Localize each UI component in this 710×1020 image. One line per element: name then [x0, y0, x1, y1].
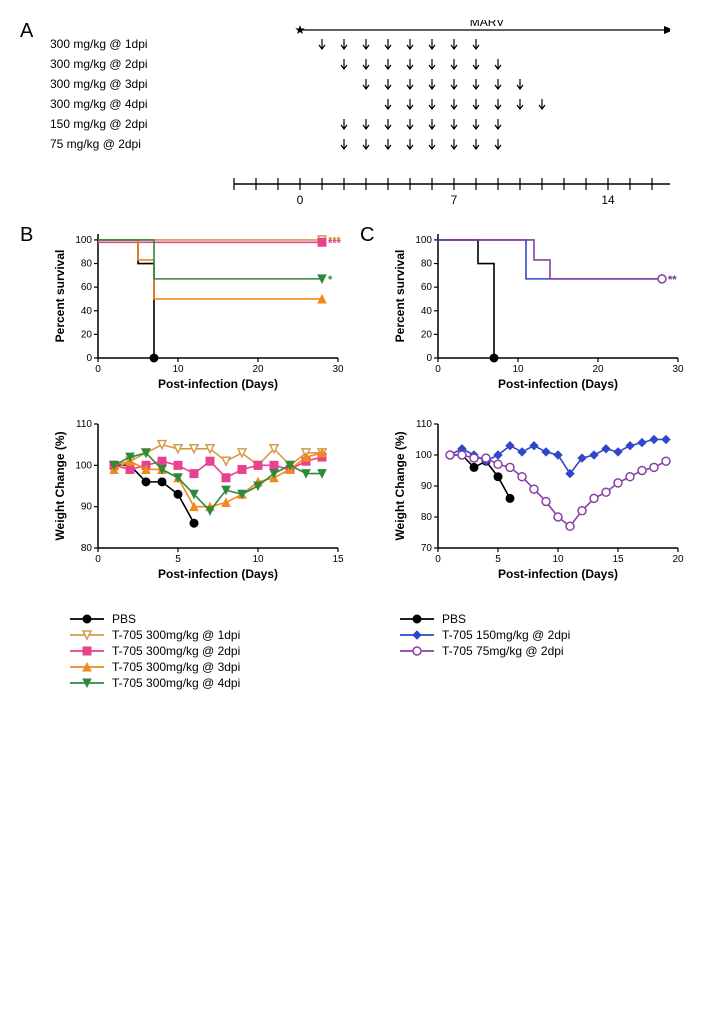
- svg-text:75 mg/kg @ 2dpi: 75 mg/kg @ 2dpi: [50, 137, 141, 151]
- svg-text:80: 80: [421, 259, 433, 270]
- svg-text:110: 110: [76, 419, 92, 430]
- legend-label: PBS: [442, 612, 466, 626]
- svg-text:0: 0: [95, 364, 101, 375]
- legend-item: T-705 300mg/kg @ 3dpi: [70, 660, 350, 674]
- legend-item: PBS: [70, 612, 350, 626]
- legend-row: PBS T-705 300mg/kg @ 1dpi T-705 300mg/kg @…: [20, 604, 690, 692]
- svg-text:20: 20: [672, 554, 684, 565]
- svg-text:20: 20: [421, 329, 433, 340]
- svg-text:Weight Change (%): Weight Change (%): [53, 431, 67, 540]
- legend-item: T-705 300mg/kg @ 2dpi: [70, 644, 350, 658]
- svg-text:7: 7: [451, 193, 458, 207]
- panel-c-weight-chart: 0 5 10 15 20 70 80 90 100 110 Post-infection (Days…: [390, 414, 690, 584]
- svg-text:80: 80: [81, 259, 93, 270]
- legend-item: PBS: [400, 612, 680, 626]
- svg-text:0: 0: [297, 193, 304, 207]
- legend-swatch: [70, 644, 104, 658]
- svg-text:20: 20: [81, 329, 93, 340]
- legend-label: T-705 300mg/kg @ 1dpi: [112, 628, 240, 642]
- svg-text:0: 0: [86, 353, 92, 364]
- svg-text:40: 40: [421, 306, 433, 317]
- svg-text:Percent survival: Percent survival: [53, 250, 67, 343]
- svg-text:20: 20: [592, 364, 604, 375]
- svg-text:60: 60: [81, 282, 93, 293]
- svg-text:0: 0: [426, 353, 432, 364]
- svg-text:Post-infection (Days): Post-infection (Days): [498, 567, 618, 581]
- legend-label: T-705 300mg/kg @ 4dpi: [112, 676, 240, 690]
- svg-text:80: 80: [81, 543, 93, 554]
- panel-b-legend: PBS T-705 300mg/kg @ 1dpi T-705 300mg/kg @…: [70, 610, 350, 692]
- legend-swatch: [400, 612, 434, 626]
- svg-text:***: ***: [328, 237, 342, 249]
- panel-a-diagram: MARV 300 mg/kg @ 1dpi 300 mg/kg @ 2dpi 300 …: [50, 20, 670, 214]
- svg-text:100: 100: [415, 450, 432, 461]
- panel-a: A MARV 300 mg/kg @ 1dpi 300 mg/kg @ 2dpi 30…: [20, 20, 690, 214]
- svg-text:Post-infection (Days): Post-infection (Days): [158, 377, 278, 391]
- svg-text:300 mg/kg @ 2dpi: 300 mg/kg @ 2dpi: [50, 57, 148, 71]
- svg-text:80: 80: [421, 512, 433, 523]
- weight-row: 0510158090100110Post-infection (Days)Wei…: [20, 414, 690, 584]
- svg-text:Weight Change (%): Weight Change (%): [393, 431, 407, 540]
- svg-text:40: 40: [81, 306, 93, 317]
- svg-text:5: 5: [495, 554, 501, 565]
- svg-text:**: **: [668, 274, 677, 286]
- legend-item: T-705 75mg/kg @ 2dpi: [400, 644, 680, 658]
- svg-text:90: 90: [81, 502, 93, 513]
- svg-text:0: 0: [95, 554, 101, 565]
- svg-text:14: 14: [601, 193, 615, 207]
- panel-b-weight-chart: 0 5 10 15 80 90 100 110 Post-infection (Days) Wei…: [50, 414, 350, 584]
- legend-swatch: [400, 628, 434, 642]
- svg-text:15: 15: [612, 554, 624, 565]
- svg-text:0: 0: [435, 554, 441, 565]
- svg-text:0: 0: [435, 364, 441, 375]
- svg-text:30: 30: [672, 364, 684, 375]
- svg-text:100: 100: [75, 460, 92, 471]
- svg-text:Post-infection (Days): Post-infection (Days): [498, 377, 618, 391]
- panel-b-survival-chart: 0 10 20 30 0 20 40 60 80 100 Post-infection (Days)…: [50, 224, 350, 394]
- svg-text:*: *: [328, 274, 333, 286]
- svg-text:10: 10: [552, 554, 564, 565]
- svg-text:150 mg/kg @ 2dpi: 150 mg/kg @ 2dpi: [50, 117, 148, 131]
- legend-label: T-705 150mg/kg @ 2dpi: [442, 628, 570, 642]
- panel-a-label: A: [20, 20, 50, 43]
- legend-label: T-705 75mg/kg @ 2dpi: [442, 644, 564, 658]
- svg-text:300 mg/kg @ 1dpi: 300 mg/kg @ 1dpi: [50, 37, 148, 51]
- svg-text:90: 90: [421, 481, 433, 492]
- svg-text:5: 5: [175, 554, 181, 565]
- legend-item: T-705 300mg/kg @ 1dpi: [70, 628, 350, 642]
- svg-text:110: 110: [416, 419, 432, 430]
- panel-c-legend: PBS T-705 150mg/kg @ 2dpi T-705 75mg/kg @ …: [400, 610, 680, 660]
- svg-text:30: 30: [332, 364, 344, 375]
- panel-c-survival-chart: 0 10 20 30 0 20 40 60 80 100 Post-infection (Days)…: [390, 224, 690, 394]
- legend-item: T-705 150mg/kg @ 2dpi: [400, 628, 680, 642]
- legend-swatch: [70, 660, 104, 674]
- legend-swatch: [70, 676, 104, 690]
- survival-row: B 0102030020406080100Post-infection (Day…: [20, 224, 690, 394]
- legend-label: T-705 300mg/kg @ 3dpi: [112, 660, 240, 674]
- svg-text:Post-infection (Days): Post-infection (Days): [158, 567, 278, 581]
- svg-text:100: 100: [415, 235, 432, 246]
- svg-text:10: 10: [252, 554, 264, 565]
- legend-swatch: [70, 612, 104, 626]
- panel-c-label: C: [360, 224, 390, 247]
- legend-swatch: [400, 644, 434, 658]
- svg-text:MARV: MARV: [470, 20, 504, 29]
- panel-b-label: B: [20, 224, 50, 247]
- legend-swatch: [70, 628, 104, 642]
- svg-text:100: 100: [75, 235, 92, 246]
- svg-text:Percent survival: Percent survival: [393, 250, 407, 343]
- legend-item: T-705 300mg/kg @ 4dpi: [70, 676, 350, 690]
- legend-label: PBS: [112, 612, 136, 626]
- svg-text:10: 10: [512, 364, 524, 375]
- svg-text:20: 20: [252, 364, 264, 375]
- svg-text:15: 15: [332, 554, 344, 565]
- svg-text:70: 70: [421, 543, 433, 554]
- svg-text:10: 10: [172, 364, 184, 375]
- svg-text:300 mg/kg @ 3dpi: 300 mg/kg @ 3dpi: [50, 77, 148, 91]
- svg-text:300 mg/kg @ 4dpi: 300 mg/kg @ 4dpi: [50, 97, 148, 111]
- svg-text:60: 60: [421, 282, 433, 293]
- legend-label: T-705 300mg/kg @ 2dpi: [112, 644, 240, 658]
